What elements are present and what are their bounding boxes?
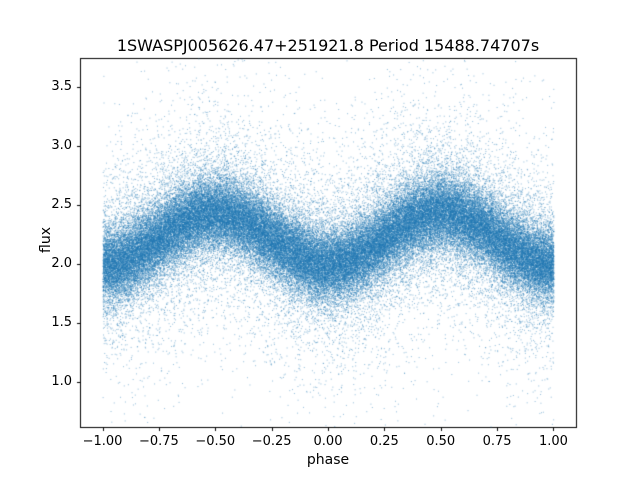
x-tick-label: −0.25: [251, 434, 292, 449]
chart-title: 1SWASPJ005626.47+251921.8 Period 15488.7…: [116, 36, 540, 55]
y-axis-label: flux: [38, 227, 54, 253]
y-tick-label: 1.0: [51, 374, 72, 390]
x-tick-label: −1.00: [82, 434, 123, 449]
x-tick-label: 0.50: [426, 434, 456, 449]
y-tick-label: 3.0: [51, 138, 72, 154]
y-tick-label: 2.0: [51, 256, 72, 272]
x-axis-label: phase: [306, 452, 350, 468]
x-tick-label: 0.75: [482, 434, 512, 449]
x-tick-label: 1.00: [538, 434, 568, 449]
y-tick-label: 2.5: [51, 197, 72, 213]
x-tick-label: −0.50: [195, 434, 236, 449]
x-tick-label: 0.25: [369, 434, 399, 449]
x-tick-label: 0.00: [313, 434, 343, 449]
y-tick-label: 3.5: [51, 79, 72, 95]
y-tick-label: 1.5: [51, 315, 72, 331]
x-tick-label: −0.75: [138, 434, 179, 449]
